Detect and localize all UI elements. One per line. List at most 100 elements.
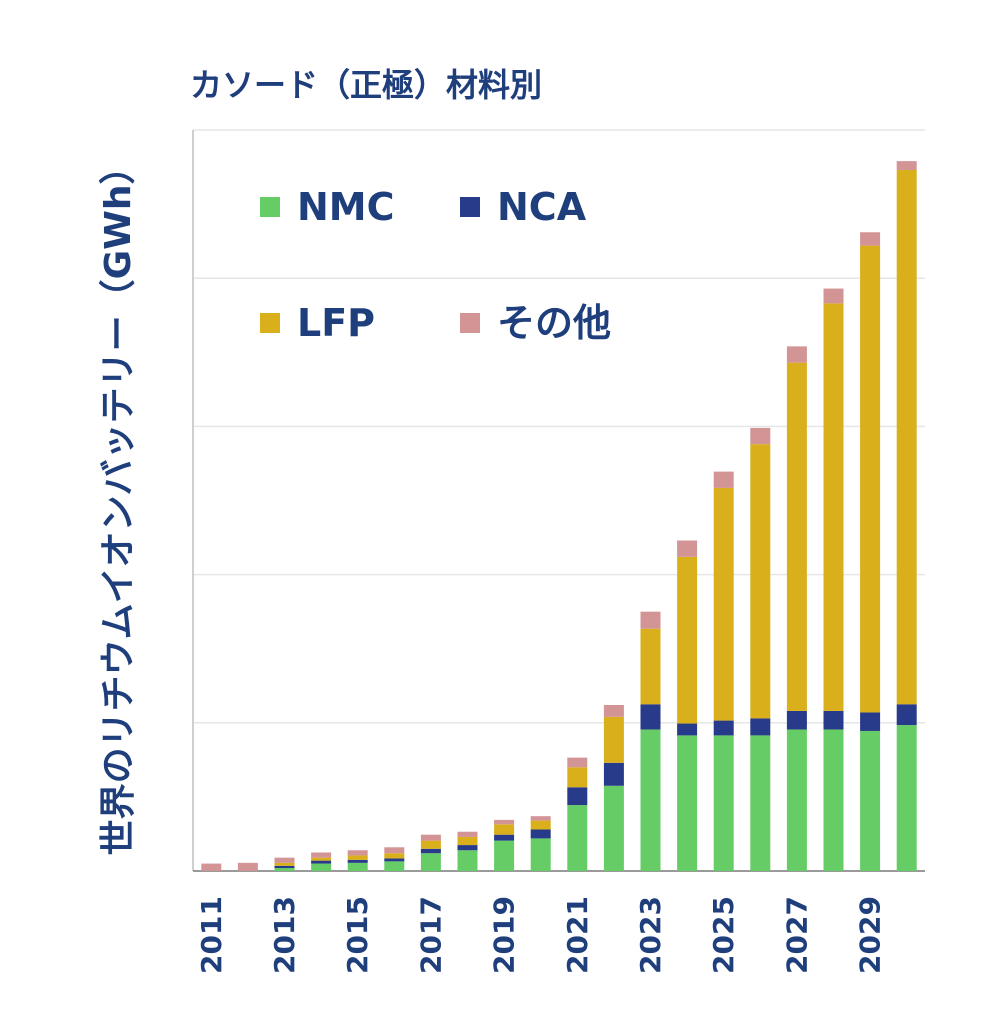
bar-segment-nca-2019: [494, 834, 515, 841]
bar-segment-other-2024: [677, 540, 698, 557]
bar-segment-lfp-2026: [750, 444, 771, 719]
bar-segment-nca-2026: [750, 718, 771, 736]
bar-segment-lfp-2020: [530, 820, 551, 830]
bar-segment-nmc-2025: [713, 735, 734, 871]
bar-segment-nmc-2026: [750, 735, 771, 871]
bar-segment-nca-2022: [603, 762, 624, 786]
bar-segment-nmc-2021: [567, 805, 588, 871]
bar-segment-lfp-2022: [603, 716, 624, 763]
bar-segment-lfp-2018: [457, 836, 478, 846]
bar-segment-other-2025: [713, 471, 734, 488]
x-tick-labels: 2011 2013 2015 2017 2019 2021 2023 2025 2027 2029: [195, 896, 887, 974]
bar-segment-other-2029: [860, 232, 881, 246]
bar-segment-lfp-2028: [823, 303, 844, 711]
legend-label-nmc: NMC: [297, 185, 395, 229]
x-tick-label: 2025: [707, 896, 740, 974]
bar-segment-nca-2027: [786, 710, 807, 730]
bar-segment-nmc-2028: [823, 729, 844, 871]
bar-segment-lfp-2013: [274, 862, 295, 866]
bar-segment-lfp-2024: [677, 556, 698, 724]
bar-segment-nmc-2024: [677, 735, 698, 871]
bar-segment-other-2017: [420, 834, 441, 841]
bar-segment-other-2014: [311, 852, 332, 858]
bar-segment-nca-2020: [530, 829, 551, 839]
legend: NMC NCA LFP その他: [260, 185, 611, 345]
bar-segment-other-2023: [640, 611, 661, 629]
x-tick-label: 2015: [341, 896, 374, 974]
bar-segment-nca-2016: [384, 858, 405, 862]
bar-segment-nmc-2015: [347, 862, 368, 871]
bar-segment-lfp-2017: [420, 840, 441, 849]
bar-segment-nmc-2014: [311, 863, 332, 871]
x-tick-label: 2021: [561, 896, 594, 974]
bar-segment-nmc-2027: [786, 729, 807, 871]
bar-segment-other-2027: [786, 346, 807, 363]
x-tick-label: 2019: [488, 896, 521, 974]
x-tick-label: 2013: [268, 896, 301, 974]
bar-segment-other-2026: [750, 427, 771, 445]
bar-segment-nca-2015: [347, 859, 368, 863]
bar-segment-other-2016: [384, 847, 405, 854]
bar-segment-lfp-2019: [494, 824, 515, 835]
legend-swatch-lfp: [260, 313, 280, 333]
x-tick-label: 2027: [780, 896, 813, 974]
bar-segment-nmc-2017: [420, 853, 441, 871]
bar-segment-nca-2021: [567, 787, 588, 806]
bar-segment-other-2018: [457, 831, 478, 837]
bar-segment-nmc-2030: [896, 725, 917, 871]
bar-segment-nca-2014: [311, 860, 332, 864]
bar-segment-nmc-2020: [530, 838, 551, 871]
bar-segment-other-2015: [347, 850, 368, 856]
legend-swatch-nmc: [260, 197, 280, 217]
bar-segment-lfp-2025: [713, 487, 734, 721]
bar-segment-lfp-2029: [860, 245, 881, 713]
bar-segment-lfp-2016: [384, 853, 405, 859]
legend-label-lfp: LFP: [297, 301, 375, 345]
x-tick-label: 2017: [414, 896, 447, 974]
legend-label-other: その他: [497, 301, 611, 345]
bar-segment-nmc-2016: [384, 861, 405, 871]
chart-title: カソード（正極）材料別: [190, 66, 542, 104]
bars-layer: [201, 161, 917, 871]
bar-segment-nca-2013: [274, 865, 295, 869]
bar-segment-lfp-2030: [896, 170, 917, 705]
x-tick-label: 2029: [854, 896, 887, 974]
bar-segment-nca-2030: [896, 704, 917, 726]
axis-layer: [192, 130, 925, 872]
bar-segment-other-2019: [494, 819, 515, 825]
bar-segment-other-2030: [896, 161, 917, 171]
bar-segment-other-2021: [567, 757, 588, 768]
bar-segment-other-2011: [201, 863, 222, 871]
y-axis-label: 世界のリチウムイオンバッテリー（GWh）: [98, 149, 139, 856]
bar-segment-other-2020: [530, 816, 551, 821]
bar-segment-nca-2017: [420, 848, 441, 854]
bar-segment-nca-2023: [640, 704, 661, 730]
legend-swatch-nca: [460, 197, 480, 217]
bar-segment-nmc-2029: [860, 730, 881, 871]
bar-segment-other-2012: [237, 862, 258, 871]
bar-segment-nca-2028: [823, 710, 844, 730]
bar-segment-nmc-2013: [274, 868, 295, 871]
bar-segment-lfp-2015: [347, 855, 368, 860]
bar-segment-other-2013: [274, 857, 295, 863]
legend-swatch-other: [460, 313, 480, 333]
legend-label-nca: NCA: [497, 185, 587, 229]
x-tick-label: 2023: [634, 896, 667, 974]
bar-segment-lfp-2027: [786, 362, 807, 711]
bar-segment-nmc-2019: [494, 840, 515, 871]
bar-segment-lfp-2014: [311, 857, 332, 861]
bar-segment-nca-2029: [860, 712, 881, 731]
x-tick-label: 2011: [195, 896, 228, 974]
bar-segment-nmc-2022: [603, 785, 624, 871]
bar-segment-nmc-2018: [457, 850, 478, 871]
bar-segment-lfp-2023: [640, 628, 661, 705]
bar-segment-other-2022: [603, 705, 624, 717]
bar-segment-nca-2025: [713, 720, 734, 736]
bar-segment-other-2028: [823, 288, 844, 304]
bar-segment-nca-2018: [457, 845, 478, 851]
bar-segment-nmc-2023: [640, 729, 661, 871]
bar-segment-nca-2024: [677, 723, 698, 736]
bar-segment-lfp-2021: [567, 767, 588, 788]
